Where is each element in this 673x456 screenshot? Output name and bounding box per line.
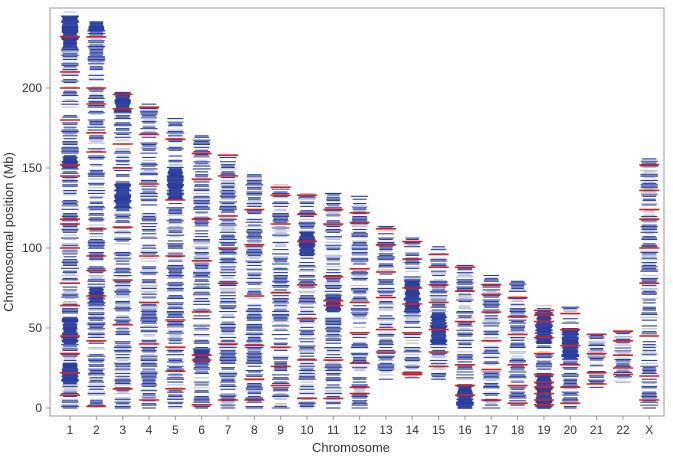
chromosome-22 [612,330,633,384]
chromosome-15 [428,246,449,380]
x-tick-label-21: 21 [590,423,604,437]
chromosome-2 [86,21,107,408]
chromosome-5 [165,118,186,409]
plot-frame [49,7,665,417]
chromosome-8 [244,174,265,409]
y-tick-label-150: 150 [22,161,42,175]
chromosome-17 [481,274,502,409]
chromosome-20 [560,306,581,409]
chromosome-14 [402,237,423,379]
x-tick-label-5: 5 [172,423,179,437]
chromosome-13 [375,226,396,380]
y-tick-label-0: 0 [35,401,42,415]
chromosome-3 [112,91,133,409]
x-tick-label-17: 17 [485,423,499,437]
x-tick-label-6: 6 [198,423,205,437]
chromosome-7 [217,154,238,409]
x-tick-label-16: 16 [458,423,472,437]
chromosome-11 [323,192,344,409]
x-axis: 1 2 3 4 5 6 7 8 9 10 11 12 13 14 15 16 17 18 19 20 21 22 X [67,416,653,437]
chromosome-16 [454,264,475,409]
chromosome-12 [349,195,370,409]
x-tick-label-X: X [645,423,653,437]
chromosome-18 [507,280,528,409]
y-tick-label-100: 100 [22,241,42,255]
x-tick-label-22: 22 [616,423,630,437]
x-tick-label-8: 8 [251,423,258,437]
y-tick-label-200: 200 [22,81,42,95]
x-tick-label-18: 18 [511,423,525,437]
x-tick-label-19: 19 [537,423,551,437]
chromosome-19 [533,305,554,409]
chromosome-10 [296,192,317,409]
x-tick-label-11: 11 [327,423,340,437]
y-axis-title: Chromosomal position (Mb) [1,152,16,312]
x-tick-label-2: 2 [93,423,100,437]
y-axis: 0 50 100 150 200 [22,81,50,415]
x-tick-label-7: 7 [225,423,232,437]
x-tick-label-12: 12 [353,423,367,437]
x-tick-label-20: 20 [564,423,578,437]
x-tick-label-13: 13 [379,423,393,437]
x-axis-title: Chromosome [312,440,390,455]
chromosome-1 [60,11,80,409]
x-tick-label-4: 4 [146,423,153,437]
x-tick-label-9: 9 [277,423,284,437]
x-tick-label-10: 10 [300,423,314,437]
chromosome-6 [191,135,212,409]
chromosome-9 [270,184,291,409]
chromosome-21 [586,333,607,388]
x-tick-label-3: 3 [119,423,126,437]
chromosome-4 [138,103,159,409]
y-tick-label-50: 50 [29,321,43,335]
chromosome-bands [60,11,660,409]
chromosome-X [639,158,660,409]
x-tick-label-14: 14 [406,423,420,437]
x-tick-label-1: 1 [67,423,74,437]
x-tick-label-15: 15 [432,423,446,437]
